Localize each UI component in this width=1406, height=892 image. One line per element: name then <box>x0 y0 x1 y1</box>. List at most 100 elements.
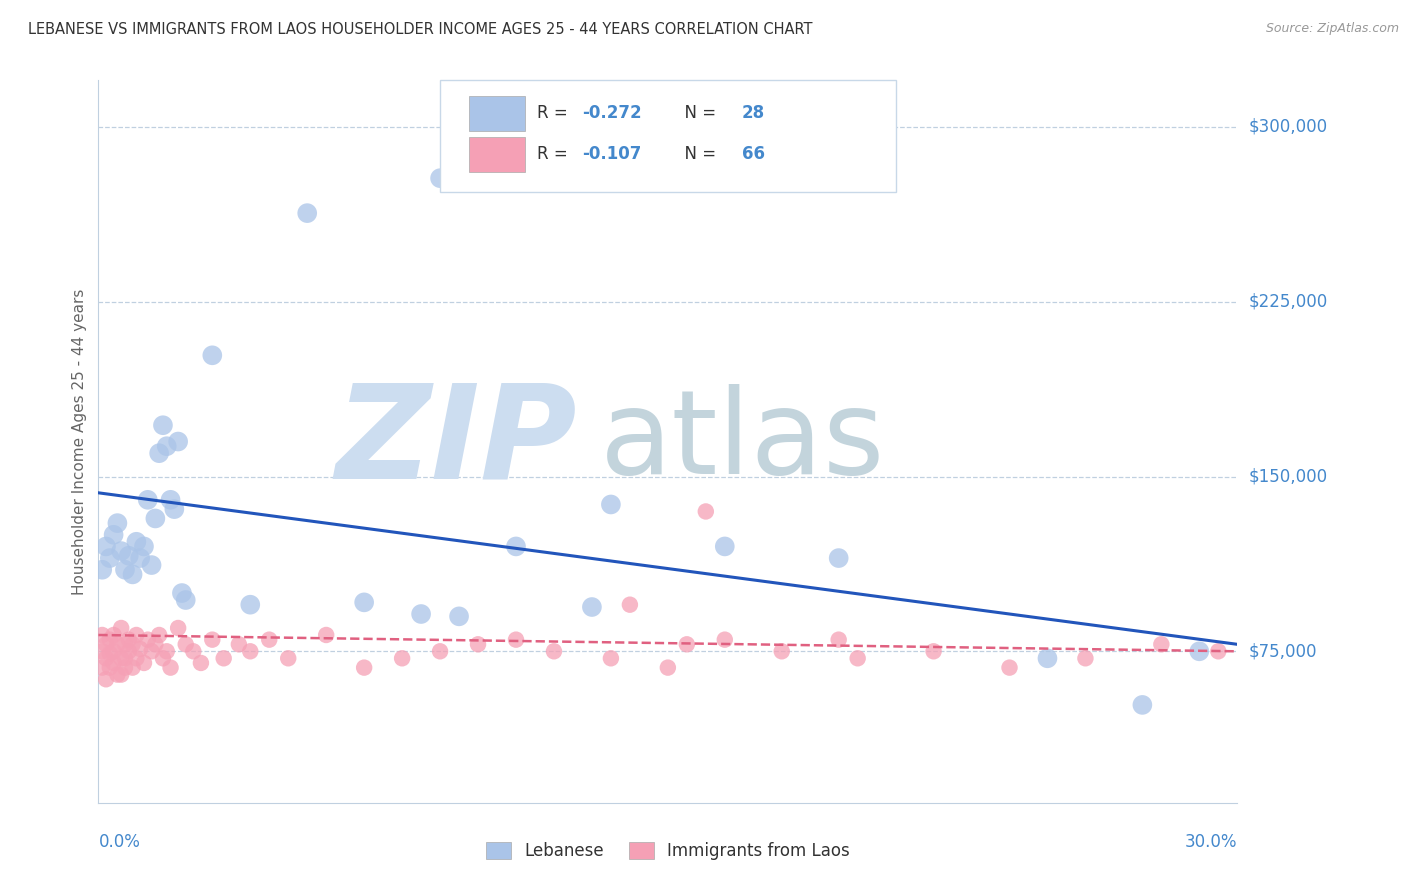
Point <box>156 439 179 453</box>
Point <box>94 540 117 554</box>
FancyBboxPatch shape <box>440 80 896 193</box>
Point <box>94 637 117 651</box>
Point <box>121 637 143 651</box>
Text: $300,000: $300,000 <box>1249 118 1327 136</box>
Point <box>201 348 224 362</box>
Point <box>94 673 117 687</box>
Point <box>163 502 186 516</box>
Point <box>212 651 235 665</box>
Point <box>297 206 319 220</box>
Point <box>107 516 129 530</box>
Point <box>411 607 433 621</box>
Text: atlas: atlas <box>599 384 884 499</box>
Point <box>148 628 170 642</box>
Point <box>657 660 679 674</box>
Point <box>174 593 197 607</box>
Point <box>107 637 129 651</box>
Point <box>467 637 489 651</box>
Point <box>159 660 181 674</box>
Point <box>391 651 413 665</box>
Point <box>619 598 641 612</box>
Point <box>828 551 851 566</box>
Text: $225,000: $225,000 <box>1249 293 1327 310</box>
Legend: Lebanese, Immigrants from Laos: Lebanese, Immigrants from Laos <box>479 835 856 867</box>
Point <box>141 644 163 658</box>
Point <box>129 642 152 657</box>
Point <box>277 651 299 665</box>
Point <box>141 558 163 572</box>
Text: 28: 28 <box>742 103 765 122</box>
Point <box>110 667 132 681</box>
Point <box>118 549 141 563</box>
Point <box>828 632 851 647</box>
Point <box>170 586 193 600</box>
Text: -0.272: -0.272 <box>582 103 643 122</box>
Text: $75,000: $75,000 <box>1249 642 1317 660</box>
FancyBboxPatch shape <box>468 137 526 172</box>
Point <box>145 511 167 525</box>
Point <box>91 644 114 658</box>
Text: N =: N = <box>673 103 721 122</box>
Point <box>239 598 262 612</box>
Point <box>770 644 793 658</box>
Point <box>174 637 197 651</box>
Point <box>114 651 136 665</box>
Point <box>110 651 132 665</box>
Point <box>1036 651 1059 665</box>
Point <box>152 651 174 665</box>
Point <box>922 644 945 658</box>
Point <box>125 651 148 665</box>
Point <box>1208 644 1230 658</box>
Point <box>581 600 603 615</box>
Y-axis label: Householder Income Ages 25 - 44 years: Householder Income Ages 25 - 44 years <box>72 288 87 595</box>
Point <box>239 644 262 658</box>
Point <box>98 551 121 566</box>
Point <box>98 647 121 661</box>
Point <box>129 551 152 566</box>
Point <box>190 656 212 670</box>
Point <box>1150 637 1173 651</box>
Point <box>429 171 451 186</box>
Point <box>91 660 114 674</box>
Point <box>136 632 159 647</box>
Point <box>132 656 155 670</box>
Text: 66: 66 <box>742 145 765 163</box>
Point <box>148 446 170 460</box>
Point <box>1132 698 1154 712</box>
Point <box>228 637 250 651</box>
Point <box>714 632 737 647</box>
Point <box>125 534 148 549</box>
Point <box>132 540 155 554</box>
Point <box>110 544 132 558</box>
Point <box>505 540 527 554</box>
Point <box>98 660 121 674</box>
Point <box>94 651 117 665</box>
Point <box>315 628 337 642</box>
Point <box>145 637 167 651</box>
Point <box>695 504 717 518</box>
Point <box>201 632 224 647</box>
Point <box>159 492 181 507</box>
Point <box>121 660 143 674</box>
Point <box>998 660 1021 674</box>
Point <box>98 632 121 647</box>
Point <box>121 567 143 582</box>
Point <box>259 632 281 647</box>
Point <box>1074 651 1097 665</box>
Point <box>103 528 125 542</box>
Point <box>103 656 125 670</box>
Text: 0.0%: 0.0% <box>98 833 141 851</box>
FancyBboxPatch shape <box>468 96 526 131</box>
Point <box>91 628 114 642</box>
Point <box>600 498 623 512</box>
Point <box>136 492 159 507</box>
Text: Source: ZipAtlas.com: Source: ZipAtlas.com <box>1265 22 1399 36</box>
Point <box>118 632 141 647</box>
Text: R =: R = <box>537 103 572 122</box>
Point <box>107 667 129 681</box>
Point <box>103 644 125 658</box>
Point <box>167 621 190 635</box>
Point <box>114 563 136 577</box>
Point <box>114 637 136 651</box>
Point <box>543 644 565 658</box>
